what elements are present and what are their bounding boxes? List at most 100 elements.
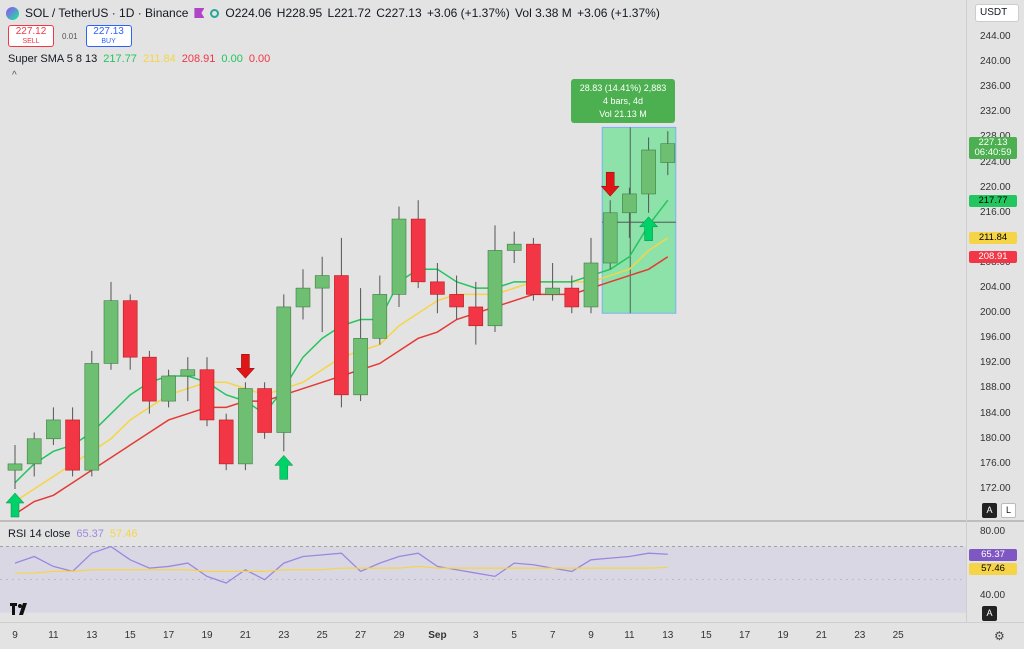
price-tick: 232.00 xyxy=(980,106,1011,118)
price-tick: 200.00 xyxy=(980,307,1011,319)
price-tick: 180.00 xyxy=(980,432,1011,444)
last-price-label: 227.13 06:40:59 xyxy=(969,137,1017,159)
price-tick: 172.00 xyxy=(980,482,1011,494)
collapse-legend-icon[interactable]: ^ xyxy=(12,70,17,81)
time-tick: 29 xyxy=(393,630,405,641)
pane-separator[interactable] xyxy=(0,520,1024,522)
time-tick: 15 xyxy=(124,630,136,641)
time-tick: 21 xyxy=(815,630,827,641)
candle-body xyxy=(276,306,292,433)
time-tick: 27 xyxy=(355,630,367,641)
measure-tooltip: 28.83 (14.41%) 2,883 4 bars, 4d Vol 21.1… xyxy=(571,79,675,123)
time-axis[interactable] xyxy=(0,622,1024,649)
rsi-legend[interactable]: RSI 14 close 65.37 57.46 xyxy=(8,528,137,540)
price-tick: 188.00 xyxy=(980,382,1011,394)
candle-body xyxy=(545,287,560,295)
candle-body xyxy=(430,281,445,295)
candle-body xyxy=(410,218,426,283)
price-tick: 244.00 xyxy=(980,31,1011,42)
buy-label: BUY xyxy=(101,38,116,45)
sell-button[interactable]: 227.12 SELL xyxy=(8,25,54,47)
sell-signal-arrow xyxy=(600,171,620,197)
rsi-tick-top: 80.00 xyxy=(980,526,1006,537)
candle-body xyxy=(391,218,407,295)
candle-body xyxy=(583,262,599,308)
close-value: C227.13 xyxy=(376,6,422,20)
high-value: H228.95 xyxy=(276,6,323,20)
low-value: L221.72 xyxy=(327,6,371,20)
measure-bars: 4 bars, 4d xyxy=(602,96,644,106)
price-tick: 224.00 xyxy=(980,156,1011,168)
rsi-chart xyxy=(0,545,966,613)
time-tick: 17 xyxy=(739,630,751,641)
buy-button[interactable]: 227.13 BUY xyxy=(85,25,132,47)
rsi-ma-legend-value: 57.46 xyxy=(109,528,138,540)
price-tick: 184.00 xyxy=(980,407,1011,419)
candle-body xyxy=(564,287,580,308)
time-tick: 11 xyxy=(624,630,635,641)
rsi-price-label: 65.37 xyxy=(969,549,1017,561)
volume-change-value: +3.06 (+1.37%) xyxy=(577,6,660,20)
candle-body xyxy=(622,193,637,214)
candle-body xyxy=(353,338,368,396)
time-tick: Sep xyxy=(428,630,447,641)
candle-body xyxy=(487,250,503,327)
price-tick: 228.00 xyxy=(980,131,1011,142)
currency-selector[interactable]: USDT xyxy=(975,4,1019,22)
solana-logo-icon xyxy=(6,6,19,20)
spread-value: 0.01 xyxy=(62,31,78,41)
time-tick: 19 xyxy=(201,630,213,641)
last-price: 227.13 xyxy=(978,137,1008,148)
price-tick: 196.00 xyxy=(980,332,1011,344)
price-chart[interactable] xyxy=(0,0,966,520)
candle-body xyxy=(238,388,253,465)
time-tick: 7 xyxy=(549,630,556,641)
price-tick: 220.00 xyxy=(980,181,1011,193)
candle-body xyxy=(7,463,23,471)
rsi-auto-scale-button[interactable]: A xyxy=(982,606,997,621)
time-tick: 25 xyxy=(316,630,328,641)
sma5-price-label: 217.77 xyxy=(969,195,1017,207)
price-tick: 192.00 xyxy=(980,357,1011,369)
time-tick: 11 xyxy=(48,630,59,641)
time-tick: 3 xyxy=(473,630,479,641)
symbol-title[interactable]: SOL / TetherUS · 1D · Binance xyxy=(25,6,189,20)
price-tick: 236.00 xyxy=(980,81,1011,93)
sma13-price-label: 208.91 xyxy=(969,251,1017,263)
candle-body xyxy=(641,149,656,195)
rsi-pane[interactable] xyxy=(0,522,966,622)
measure-volume: Vol 21.13 M xyxy=(599,109,647,119)
time-tick: 5 xyxy=(511,630,517,641)
time-tick: 19 xyxy=(777,630,789,641)
flag-icon[interactable] xyxy=(194,8,205,18)
time-tick: 25 xyxy=(892,630,904,641)
price-axis[interactable] xyxy=(966,0,1024,622)
sell-price: 227.12 xyxy=(15,26,47,37)
change-value: +3.06 (+1.37%) xyxy=(426,6,510,20)
candle-body xyxy=(660,143,676,163)
price-tick: 176.00 xyxy=(980,457,1011,469)
buy-price: 227.13 xyxy=(93,26,124,37)
rsi-ma-price-label: 57.46 xyxy=(969,563,1017,575)
candle-body xyxy=(218,419,234,465)
auto-scale-button[interactable]: A xyxy=(982,503,997,518)
candle-body xyxy=(372,294,388,339)
candle-body xyxy=(295,287,311,308)
settings-gear-icon[interactable]: ⚙ xyxy=(994,629,1005,643)
time-tick: 9 xyxy=(588,630,594,641)
candle-body xyxy=(526,243,541,295)
candle-body xyxy=(602,212,618,264)
candle-body xyxy=(468,306,484,327)
log-scale-button[interactable]: L xyxy=(1001,503,1016,518)
ohlc-values: O224.06 H228.95 L221.72 C227.13 +3.06 (+… xyxy=(225,6,661,20)
tradingview-logo-icon[interactable] xyxy=(10,603,32,618)
sma-legend[interactable]: Super SMA 5 8 13 217.77 211.84 208.91 0.… xyxy=(8,53,270,65)
candle-body xyxy=(142,356,157,402)
sell-signal-arrow xyxy=(235,354,255,379)
price-tick: 204.00 xyxy=(980,282,1011,293)
candle-body xyxy=(84,363,100,471)
sell-label: SELL xyxy=(22,38,40,45)
time-tick: 23 xyxy=(854,630,866,641)
candle-body xyxy=(449,294,464,308)
rsi-line xyxy=(14,545,668,584)
